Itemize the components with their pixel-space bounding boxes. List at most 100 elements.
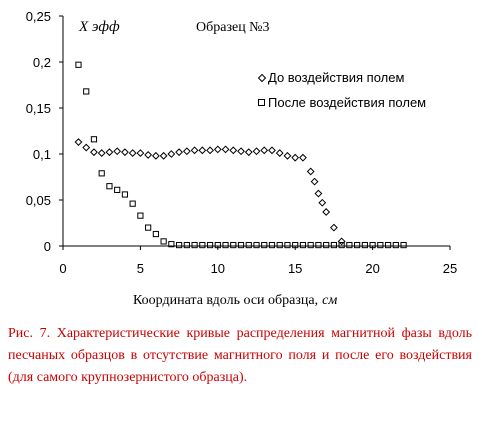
data-point-after bbox=[237, 241, 245, 249]
data-point-before bbox=[237, 147, 245, 156]
data-point-before bbox=[306, 167, 315, 176]
data-point-before bbox=[97, 149, 106, 157]
y-tick-label: 0,25 bbox=[26, 9, 51, 24]
data-point-after bbox=[284, 241, 291, 249]
chart: 0 0,05 0,1 0,15 0,2 0,25 0 5 10 15 20 25 X эфф Обра… bbox=[26, 9, 458, 308]
data-point-before bbox=[221, 145, 230, 154]
data-point-after bbox=[392, 241, 399, 249]
data-point-before bbox=[144, 151, 153, 159]
data-point-before bbox=[113, 147, 122, 156]
data-point-after bbox=[245, 241, 252, 249]
data-point-before bbox=[82, 143, 91, 152]
data-point-before bbox=[322, 208, 331, 216]
data-point-after bbox=[145, 224, 152, 231]
x-axis-label-unit: см bbox=[322, 293, 337, 308]
data-point-after bbox=[129, 200, 136, 207]
x-tick-label: 20 bbox=[365, 261, 379, 276]
y-tick-label: 0,15 bbox=[26, 101, 51, 116]
legend-marker-square bbox=[258, 99, 265, 106]
x-tick-label: 0 bbox=[59, 261, 66, 276]
data-point-after bbox=[90, 136, 98, 143]
figure-caption: Рис. 7. Характеристические кривые распре… bbox=[8, 326, 472, 385]
data-point-after bbox=[307, 241, 314, 249]
data-point-after bbox=[183, 241, 190, 249]
data-point-before bbox=[310, 177, 319, 186]
data-point-before bbox=[229, 146, 238, 155]
data-point-after bbox=[354, 241, 361, 249]
data-point-before bbox=[329, 223, 338, 232]
data-point-after bbox=[323, 241, 330, 249]
data-point-after bbox=[361, 241, 368, 249]
data-point-before bbox=[318, 198, 327, 207]
x-axis-label-text: Координата вдоль оси образца, bbox=[133, 293, 318, 308]
y-tick-label: 0,2 bbox=[33, 55, 51, 70]
legend-label-after: После воздействия полем bbox=[268, 95, 426, 110]
data-point-before bbox=[167, 150, 176, 158]
data-point-before bbox=[159, 151, 168, 160]
data-point-before bbox=[337, 237, 346, 246]
y-tick-label: 0,05 bbox=[26, 193, 51, 208]
data-point-before bbox=[299, 153, 307, 162]
data-point-before bbox=[151, 151, 160, 160]
data-point-after bbox=[75, 61, 82, 68]
data-point-after bbox=[106, 183, 113, 190]
axes bbox=[62, 16, 450, 247]
data-marks bbox=[74, 61, 407, 249]
data-point-after bbox=[98, 170, 105, 177]
data-point-before bbox=[213, 145, 222, 154]
y-axis-label: X эфф bbox=[78, 19, 120, 35]
data-point-before bbox=[283, 151, 292, 160]
axis-ticks: 0 0,05 0,1 0,15 0,2 0,25 0 5 10 15 20 25 bbox=[26, 9, 458, 276]
data-point-before bbox=[198, 146, 207, 155]
data-point-after bbox=[114, 186, 121, 193]
data-point-after bbox=[206, 241, 214, 249]
data-point-before bbox=[268, 146, 276, 155]
data-point-after bbox=[338, 241, 345, 249]
data-point-after bbox=[330, 241, 337, 249]
legend-marker-diamond bbox=[257, 73, 267, 83]
data-point-after bbox=[276, 241, 283, 249]
data-point-after bbox=[377, 241, 384, 249]
x-tick-label: 5 bbox=[137, 261, 144, 276]
data-point-before bbox=[206, 146, 214, 155]
data-point-before bbox=[121, 148, 129, 157]
data-point-after bbox=[299, 241, 307, 249]
data-point-after bbox=[199, 241, 206, 249]
y-tick-label: 0 bbox=[44, 239, 51, 254]
y-tick-label: 0,1 bbox=[33, 147, 51, 162]
data-point-after bbox=[152, 230, 159, 238]
data-point-after bbox=[315, 241, 322, 249]
data-point-after bbox=[160, 238, 167, 245]
data-point-after bbox=[400, 241, 407, 249]
data-point-before bbox=[74, 138, 83, 146]
data-point-after bbox=[83, 88, 90, 95]
chart-title: Образец №3 bbox=[196, 20, 270, 35]
data-point-after bbox=[121, 191, 129, 198]
x-axis-label: Координата вдоль оси образца, см bbox=[133, 293, 337, 308]
data-point-before bbox=[314, 189, 323, 198]
data-point-after bbox=[176, 241, 183, 249]
x-tick-label: 10 bbox=[211, 261, 225, 276]
data-point-after bbox=[261, 241, 268, 249]
x-tick-label: 25 bbox=[443, 261, 457, 276]
data-point-before bbox=[252, 147, 261, 156]
data-point-before bbox=[275, 149, 284, 157]
legend: До воздействия полем После воздействия п… bbox=[257, 70, 426, 110]
data-point-after bbox=[384, 241, 392, 249]
data-point-after bbox=[214, 241, 221, 249]
data-point-after bbox=[191, 241, 198, 249]
data-point-before bbox=[260, 146, 269, 155]
data-point-after bbox=[168, 241, 175, 248]
data-point-before bbox=[105, 148, 114, 157]
data-point-before bbox=[190, 146, 199, 155]
x-tick-label: 15 bbox=[288, 261, 302, 276]
legend-label-before: До воздействия полем bbox=[268, 70, 404, 85]
data-point-before bbox=[128, 149, 137, 157]
data-point-after bbox=[253, 241, 260, 249]
data-point-after bbox=[137, 212, 144, 219]
data-point-after bbox=[222, 241, 229, 249]
data-point-after bbox=[268, 241, 276, 249]
data-point-before bbox=[182, 147, 191, 156]
data-point-before bbox=[291, 153, 300, 162]
data-point-after bbox=[346, 241, 353, 249]
